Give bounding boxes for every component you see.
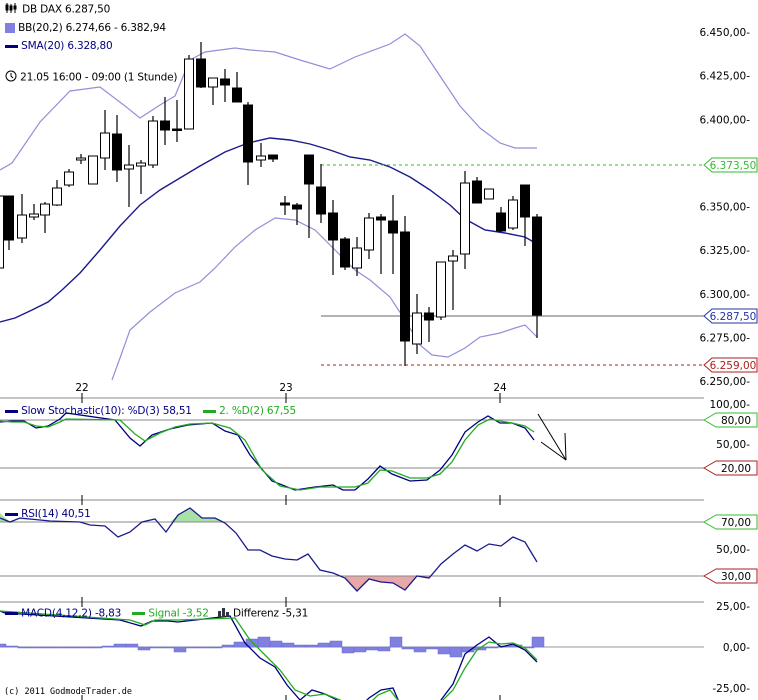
svg-text:50,00-: 50,00- — [716, 439, 750, 451]
svg-text:6.300,00-: 6.300,00- — [699, 289, 750, 301]
clock-icon — [5, 70, 17, 85]
svg-text:100,00-: 100,00- — [709, 399, 750, 411]
svg-text:50,00-: 50,00- — [716, 544, 750, 556]
band-swatch — [5, 23, 15, 33]
line-swatch-icon — [5, 612, 18, 615]
legend-price-label: DB DAX 6.287,50 — [22, 3, 111, 16]
svg-text:22: 22 — [75, 382, 88, 394]
timeframe-label: 21.05 16:00 - 09:00 (1 Stunde) — [5, 70, 177, 85]
svg-text:6.350,00-: 6.350,00- — [699, 202, 750, 214]
histogram-icon — [217, 607, 230, 620]
svg-text:20,00: 20,00 — [721, 463, 751, 475]
legend-stoch: Slow Stochastic(10): %D(3) 58,51 2. %D(2… — [5, 405, 296, 417]
legend-macd-label: MACD(4,12,2) -8,83 — [21, 607, 122, 620]
svg-text:80,00: 80,00 — [721, 415, 751, 427]
legend-bb-label: BB(20,2) 6.274,66 - 6.382,94 — [18, 22, 166, 34]
svg-text:6.373,50: 6.373,50 — [710, 160, 757, 172]
legend-bb: BB(20,2) 6.274,66 - 6.382,94 — [5, 22, 166, 34]
copyright: (c) 2011 GodmodeTrader.de — [4, 687, 132, 697]
svg-text:6.259,00: 6.259,00 — [710, 360, 757, 372]
legend-rsi-label: RSI(14) 40,51 — [21, 508, 91, 520]
svg-text:6.250,00-: 6.250,00- — [699, 376, 750, 388]
axes: 22 23 24 6.450,00- 6.425,00- 6.400,00- 6.350,0… — [75, 27, 758, 700]
line-swatch-icon — [5, 44, 18, 48]
candlestick-icon — [5, 3, 19, 16]
legend-sma: SMA(20) 6.328,80 — [5, 40, 113, 52]
svg-text:6.450,00-: 6.450,00- — [699, 27, 750, 39]
svg-text:25,00-: 25,00- — [716, 601, 750, 613]
legend-sma-label: SMA(20) 6.328,80 — [21, 40, 113, 52]
svg-text:30,00: 30,00 — [721, 571, 751, 583]
legend-signal-label: Signal -3,52 — [148, 607, 209, 620]
timeframe-text: 21.05 16:00 - 09:00 (1 Stunde) — [20, 71, 178, 84]
line-swatch-icon — [132, 612, 146, 615]
legend-diff-label: Differenz -5,31 — [233, 607, 309, 620]
legend-stoch2-label: 2. %D(2) 67,55 — [219, 405, 296, 417]
line-swatch-icon — [5, 512, 18, 516]
grid-lines — [0, 397, 704, 603]
svg-text:6.275,00-: 6.275,00- — [699, 332, 750, 344]
svg-text:6.287,50: 6.287,50 — [710, 311, 757, 323]
svg-text:70,00: 70,00 — [721, 517, 751, 529]
legend-macd: MACD(4,12,2) -8,83 Signal -3,52 Differen… — [5, 607, 308, 620]
macd-panel — [0, 610, 704, 700]
svg-text:-25,00-: -25,00- — [712, 683, 750, 695]
svg-text:23: 23 — [279, 382, 292, 394]
svg-text:24: 24 — [493, 382, 507, 394]
legend-rsi: RSI(14) 40,51 — [5, 508, 91, 520]
svg-text:6.325,00-: 6.325,00- — [699, 245, 750, 257]
legend-stoch-label: Slow Stochastic(10): %D(3) 58,51 — [21, 405, 192, 417]
svg-text:0,00-: 0,00- — [723, 642, 750, 654]
line-swatch-icon — [202, 409, 216, 413]
line-swatch-icon — [5, 409, 18, 413]
stochastic-panel — [0, 412, 704, 491]
price-panel — [0, 33, 704, 381]
svg-text:6.425,00-: 6.425,00- — [699, 71, 750, 83]
svg-text:6.400,00-: 6.400,00- — [699, 114, 750, 126]
legend-price: DB DAX 6.287,50 — [5, 3, 110, 16]
rsi-panel — [0, 507, 704, 592]
